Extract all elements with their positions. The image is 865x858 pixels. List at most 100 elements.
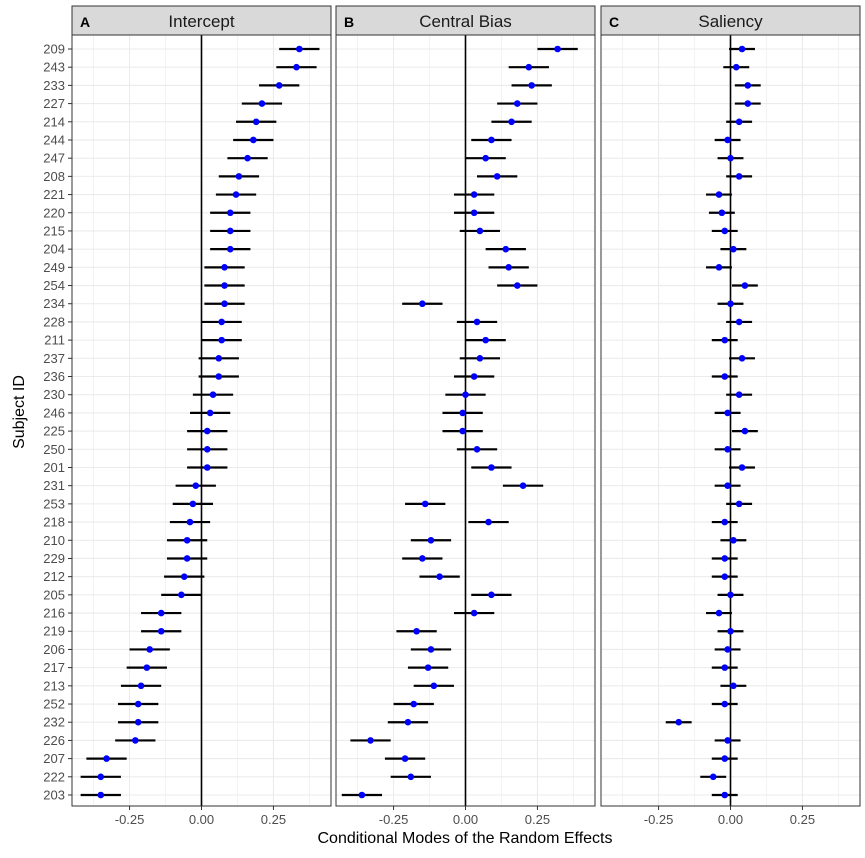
data-point <box>215 355 223 362</box>
data-point <box>413 627 420 635</box>
data-point <box>741 427 749 435</box>
data-point <box>476 355 484 362</box>
data-point <box>103 755 110 762</box>
data-point <box>134 718 142 726</box>
y-tick-label: 252 <box>43 697 65 712</box>
data-point <box>206 409 214 417</box>
panel-title: Intercept <box>168 12 234 31</box>
y-tick-label: 211 <box>44 333 65 348</box>
data-point <box>482 336 489 344</box>
data-point <box>721 755 729 762</box>
data-point <box>470 609 478 617</box>
data-point <box>735 173 743 180</box>
data-point <box>735 391 743 399</box>
y-axis-label: Subject ID <box>11 375 28 449</box>
data-point <box>134 700 142 708</box>
y-tick-label: 254 <box>43 278 65 293</box>
y-tick-label: 234 <box>43 296 65 311</box>
x-tick-label: -0.25 <box>115 812 145 827</box>
y-tick-label: 237 <box>43 351 65 366</box>
data-point <box>724 737 731 744</box>
data-point <box>741 282 749 289</box>
data-point <box>730 245 737 253</box>
data-point <box>178 591 185 599</box>
y-tick-label: 232 <box>43 715 65 730</box>
panel-strip <box>600 5 861 36</box>
data-point <box>721 664 729 671</box>
data-point <box>226 245 234 253</box>
data-point <box>218 336 225 344</box>
data-point <box>421 500 429 508</box>
y-tick-label: 201 <box>43 460 65 475</box>
data-point <box>675 718 682 726</box>
y-tick-label: 222 <box>43 769 65 784</box>
y-tick-label: 219 <box>43 624 65 639</box>
data-point <box>459 409 466 417</box>
data-point <box>215 373 223 380</box>
data-point <box>738 355 746 362</box>
data-point <box>226 227 234 235</box>
data-point <box>470 373 478 380</box>
data-point <box>721 518 729 526</box>
data-point <box>459 427 466 435</box>
data-point <box>97 773 105 781</box>
panel-c: C Saliency -0.25 0.00 0.25 <box>600 5 861 827</box>
data-point <box>727 591 734 599</box>
data-point <box>724 136 731 144</box>
data-point <box>493 173 501 180</box>
y-tick-label: 213 <box>43 678 65 693</box>
data-point <box>502 245 510 253</box>
data-point <box>721 336 729 344</box>
y-tick-label: 253 <box>43 496 65 511</box>
panel-title: Saliency <box>698 12 763 31</box>
data-point <box>470 191 478 198</box>
data-point <box>738 464 746 471</box>
data-point <box>735 500 743 508</box>
data-point <box>721 791 729 799</box>
data-point <box>715 264 723 271</box>
data-point <box>183 536 191 544</box>
data-point <box>721 227 729 235</box>
data-point <box>514 282 521 289</box>
y-tick-label: 225 <box>43 424 65 439</box>
data-point <box>488 591 495 599</box>
data-point <box>226 209 234 217</box>
y-tick-label: 218 <box>43 515 65 530</box>
data-point <box>730 682 737 690</box>
data-point <box>419 555 426 562</box>
panel-strip <box>335 5 596 36</box>
data-point <box>721 573 729 580</box>
data-point <box>732 63 740 71</box>
panel-b: B Central Bias -0.25 0.00 0.25 <box>335 5 596 827</box>
data-point <box>485 518 492 526</box>
y-tick-label: 226 <box>43 733 65 748</box>
data-point <box>218 318 225 326</box>
data-point <box>203 445 211 453</box>
y-tick-label: 236 <box>43 369 65 384</box>
y-tick-label: 246 <box>43 405 65 420</box>
data-point <box>235 173 243 180</box>
data-point <box>232 191 240 198</box>
y-tick-label: 208 <box>43 169 65 184</box>
data-point <box>476 227 484 235</box>
data-point <box>244 154 251 162</box>
data-point <box>97 791 105 799</box>
data-point <box>427 536 435 544</box>
y-tick-label: 203 <box>43 788 65 803</box>
data-point <box>744 82 752 89</box>
data-point <box>258 100 266 107</box>
data-point <box>401 755 409 762</box>
data-point <box>473 318 481 326</box>
data-point <box>183 555 191 562</box>
panel-tag: A <box>80 14 90 30</box>
data-point <box>721 555 729 562</box>
x-tick-label: 0.25 <box>525 812 550 827</box>
y-tick-label: 214 <box>43 114 65 129</box>
data-point <box>709 773 717 781</box>
data-point <box>221 300 228 308</box>
y-tick-label: 244 <box>43 132 65 147</box>
y-tick-label: 215 <box>43 223 65 238</box>
x-tick-label: 0.00 <box>189 812 214 827</box>
